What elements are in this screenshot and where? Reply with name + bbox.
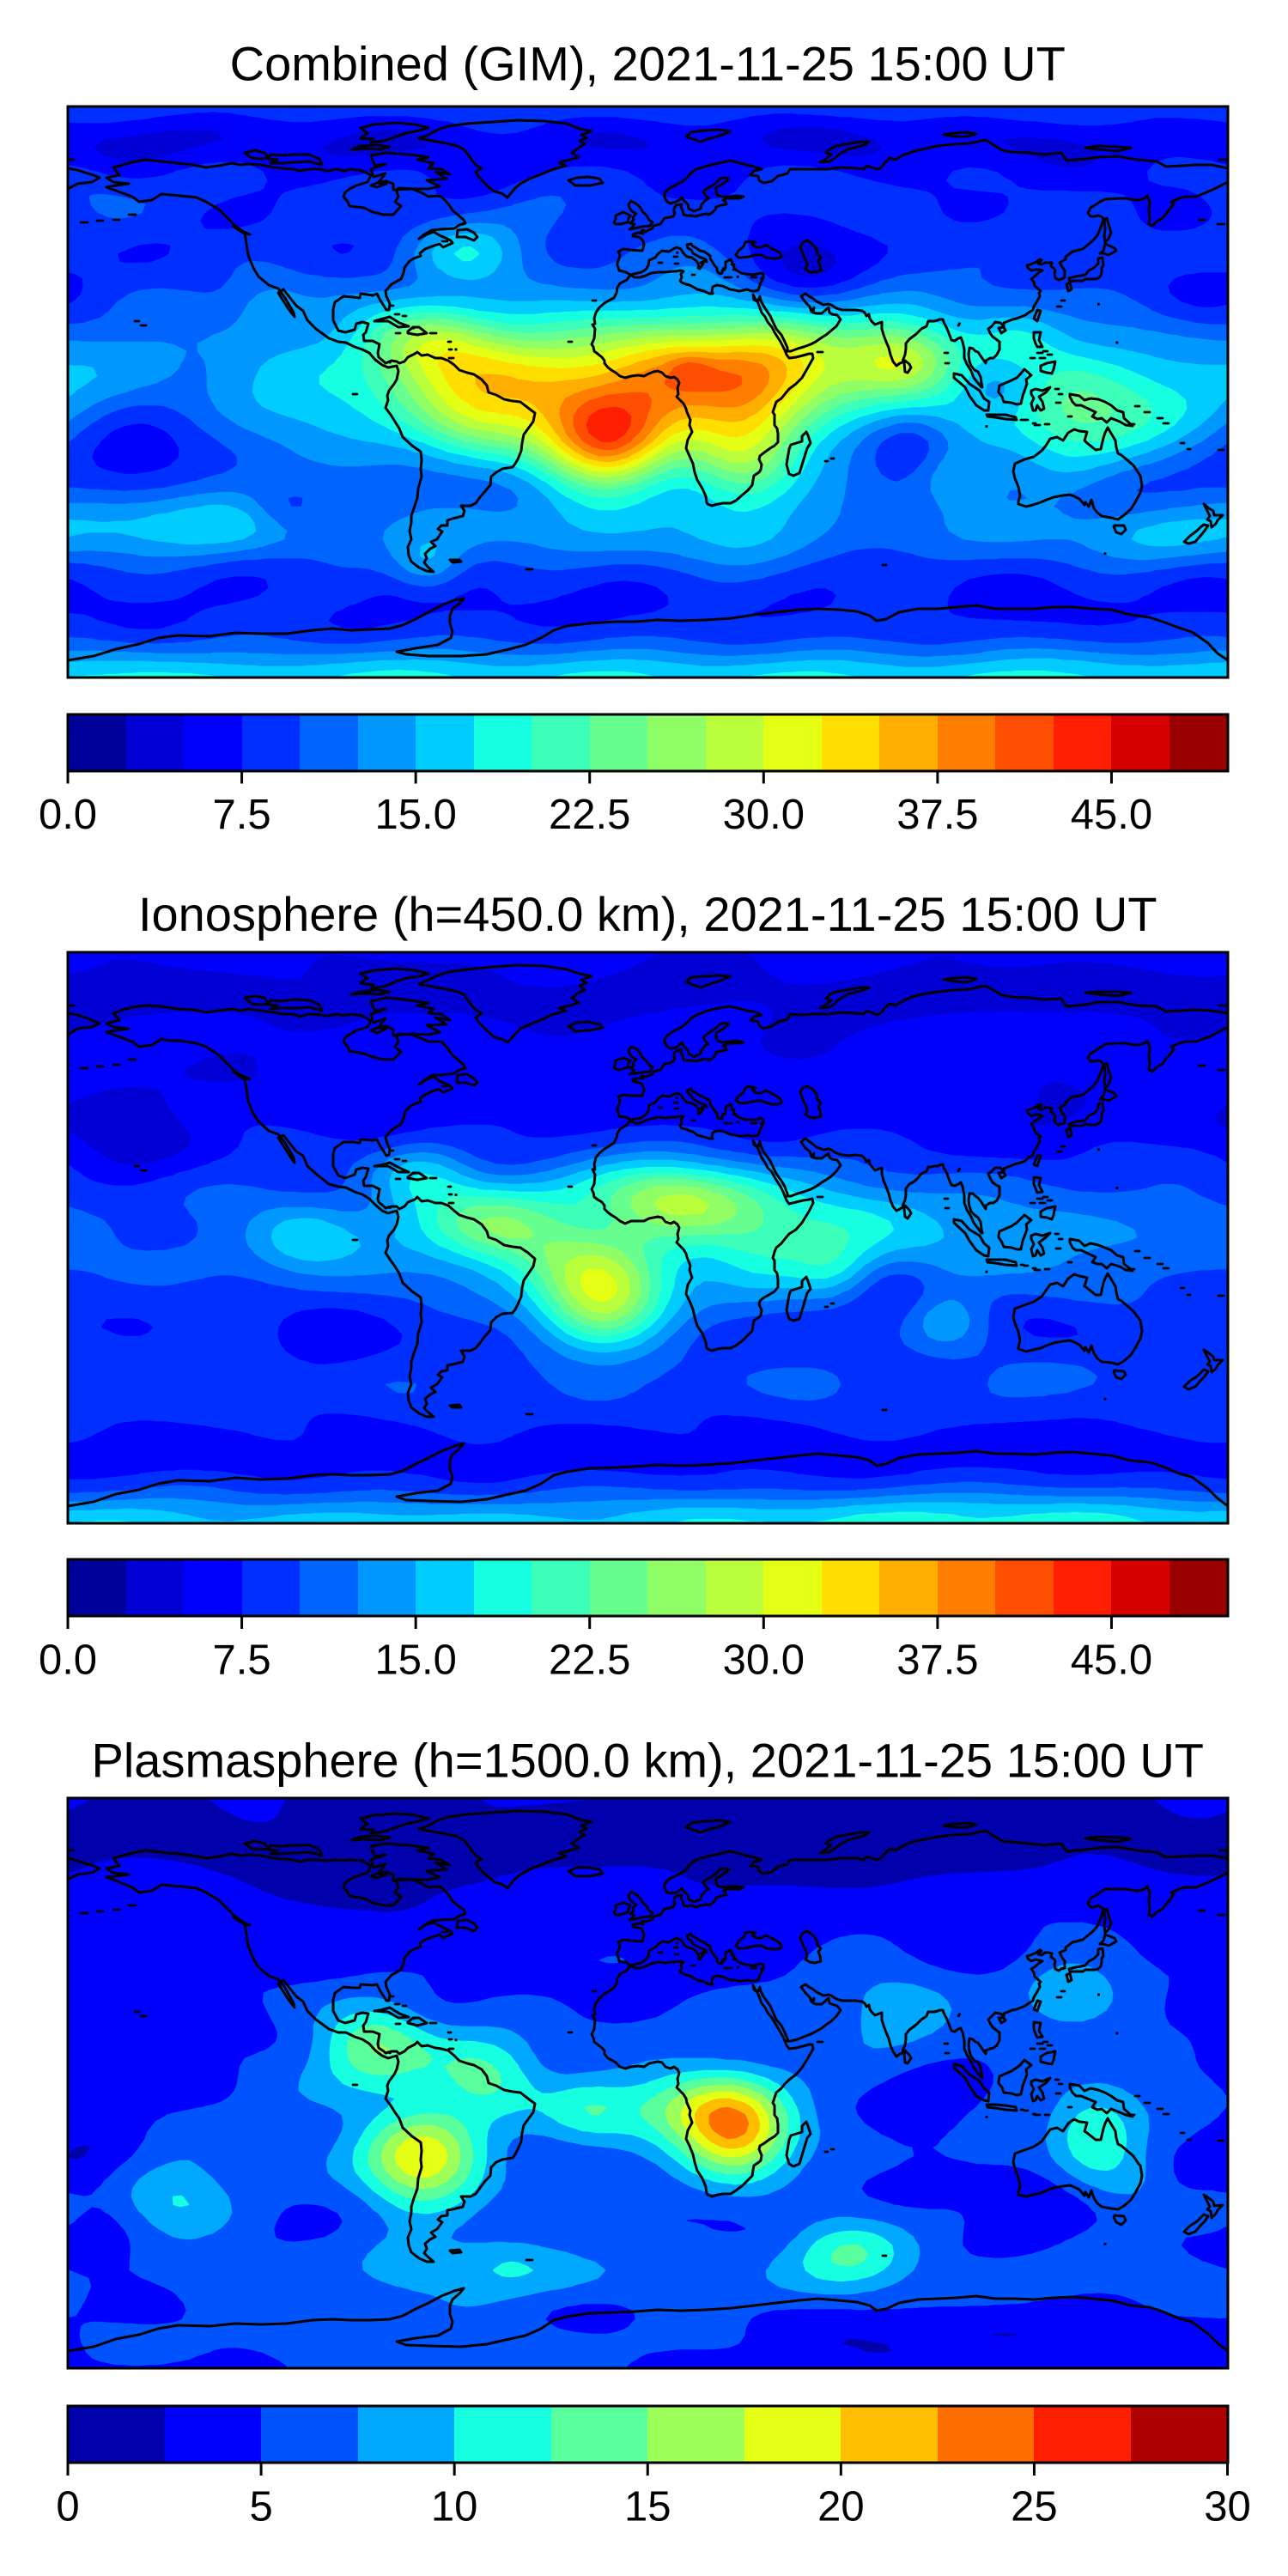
svg-text:15.0: 15.0 <box>374 792 456 838</box>
svg-text:30: 30 <box>1204 2484 1251 2530</box>
svg-text:15: 15 <box>624 2484 671 2530</box>
svg-text:5: 5 <box>249 2484 272 2530</box>
svg-text:15.0: 15.0 <box>374 1637 456 1684</box>
svg-text:37.5: 37.5 <box>896 1637 978 1684</box>
svg-text:30.0: 30.0 <box>723 1637 805 1684</box>
svg-text:30.0: 30.0 <box>723 792 805 838</box>
svg-text:45.0: 45.0 <box>1071 792 1152 838</box>
svg-text:10: 10 <box>431 2484 478 2530</box>
svg-text:22.5: 22.5 <box>549 1637 630 1684</box>
svg-text:Combined (GIM), 2021-11-25 15:: Combined (GIM), 2021-11-25 15:00 UT <box>230 37 1066 91</box>
svg-text:Plasmasphere (h=1500.0 km), 20: Plasmasphere (h=1500.0 km), 2021-11-25 1… <box>92 1734 1204 1788</box>
svg-text:22.5: 22.5 <box>549 792 630 838</box>
svg-text:25: 25 <box>1011 2484 1058 2530</box>
svg-text:0.0: 0.0 <box>39 792 97 838</box>
svg-text:Ionosphere (h=450.0 km), 2021: Ionosphere (h=450.0 km), 2021-11-25 15:0… <box>138 887 1157 941</box>
svg-text:45.0: 45.0 <box>1071 1637 1152 1684</box>
svg-text:0.0: 0.0 <box>39 1637 97 1684</box>
svg-text:20: 20 <box>817 2484 865 2530</box>
svg-text:0: 0 <box>56 2484 79 2530</box>
svg-text:37.5: 37.5 <box>896 792 978 838</box>
svg-text:7.5: 7.5 <box>213 792 271 838</box>
svg-text:7.5: 7.5 <box>213 1637 271 1684</box>
